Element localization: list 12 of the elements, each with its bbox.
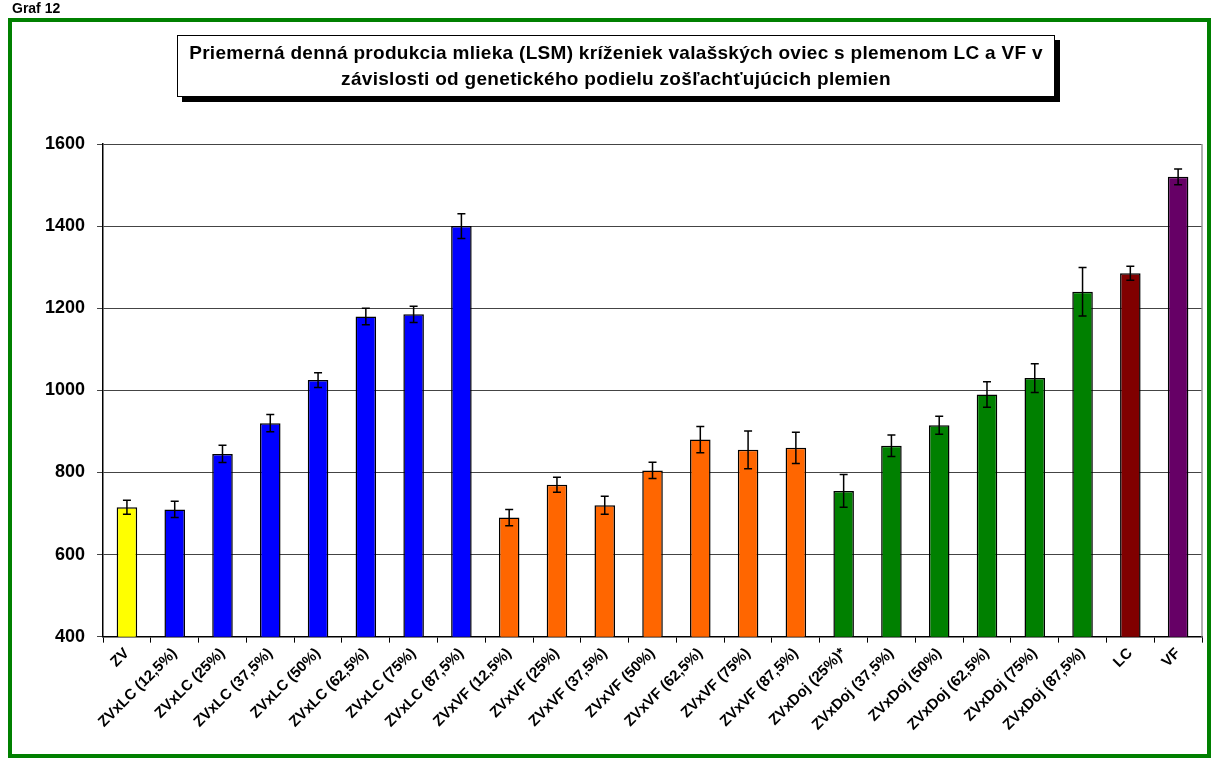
y-tick-label: 1600 [45, 132, 86, 153]
text: Graf 12 [12, 0, 61, 16]
x-tick-label: LC [1109, 643, 1136, 671]
y-tick-label: 400 [55, 625, 86, 646]
x-tick-label: ZV [106, 644, 132, 670]
chart-title: Priemerná denná produkcia mlieka (LSM) kríženiek valašských oviec s plemenom LC a VF v závislosti od genetického podielu zošľachťujúcich plemien [177, 35, 1055, 97]
y-tick-label: 800 [55, 461, 86, 482]
y-tick-label: 1000 [45, 379, 86, 400]
y-tick-label: 600 [55, 543, 86, 564]
x-tick-label: VF [1157, 644, 1184, 670]
y-tick-label: 1400 [45, 215, 86, 236]
y-tick-label: 1200 [45, 297, 86, 318]
